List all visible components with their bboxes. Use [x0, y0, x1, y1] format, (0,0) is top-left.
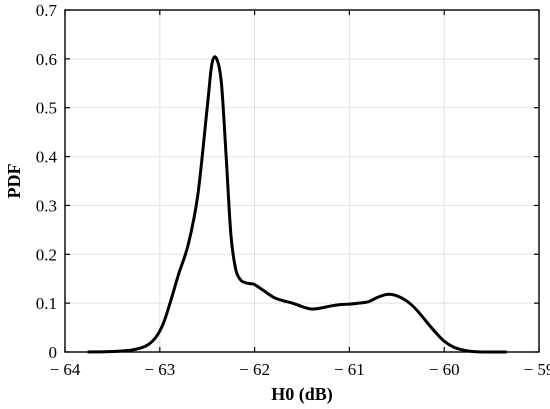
- y-tick-label: 0: [49, 343, 58, 362]
- plot-area-frame: [64, 9, 540, 353]
- grid-lines: [64, 9, 540, 353]
- x-tick-label: − 64: [50, 360, 81, 379]
- x-tick-label: − 61: [334, 360, 365, 379]
- axis-ticks: [64, 9, 540, 353]
- x-tick-label: − 59: [524, 360, 550, 379]
- x-axis-title: H0 (dB): [271, 384, 333, 405]
- x-tick-label: − 60: [429, 360, 460, 379]
- y-tick-label: 0.1: [36, 294, 57, 313]
- y-axis-title: PDF: [4, 164, 24, 199]
- y-tick-label: 0.3: [36, 196, 57, 215]
- series-layer: [87, 55, 508, 354]
- y-tick-label: 0.2: [36, 245, 57, 264]
- tick-labels: − 64 − 63 − 62 − 61 − 60 − 59 0 0.1 0.2 0.3 0.4 0.5…: [36, 1, 550, 379]
- x-tick-label: − 62: [239, 360, 270, 379]
- y-tick-label: 0.4: [36, 148, 58, 167]
- x-tick-label: − 63: [144, 360, 175, 379]
- y-tick-label: 0.7: [36, 1, 58, 20]
- pdf-curve: [87, 55, 508, 354]
- y-tick-label: 0.5: [36, 99, 57, 118]
- y-tick-label: 0.6: [36, 50, 57, 69]
